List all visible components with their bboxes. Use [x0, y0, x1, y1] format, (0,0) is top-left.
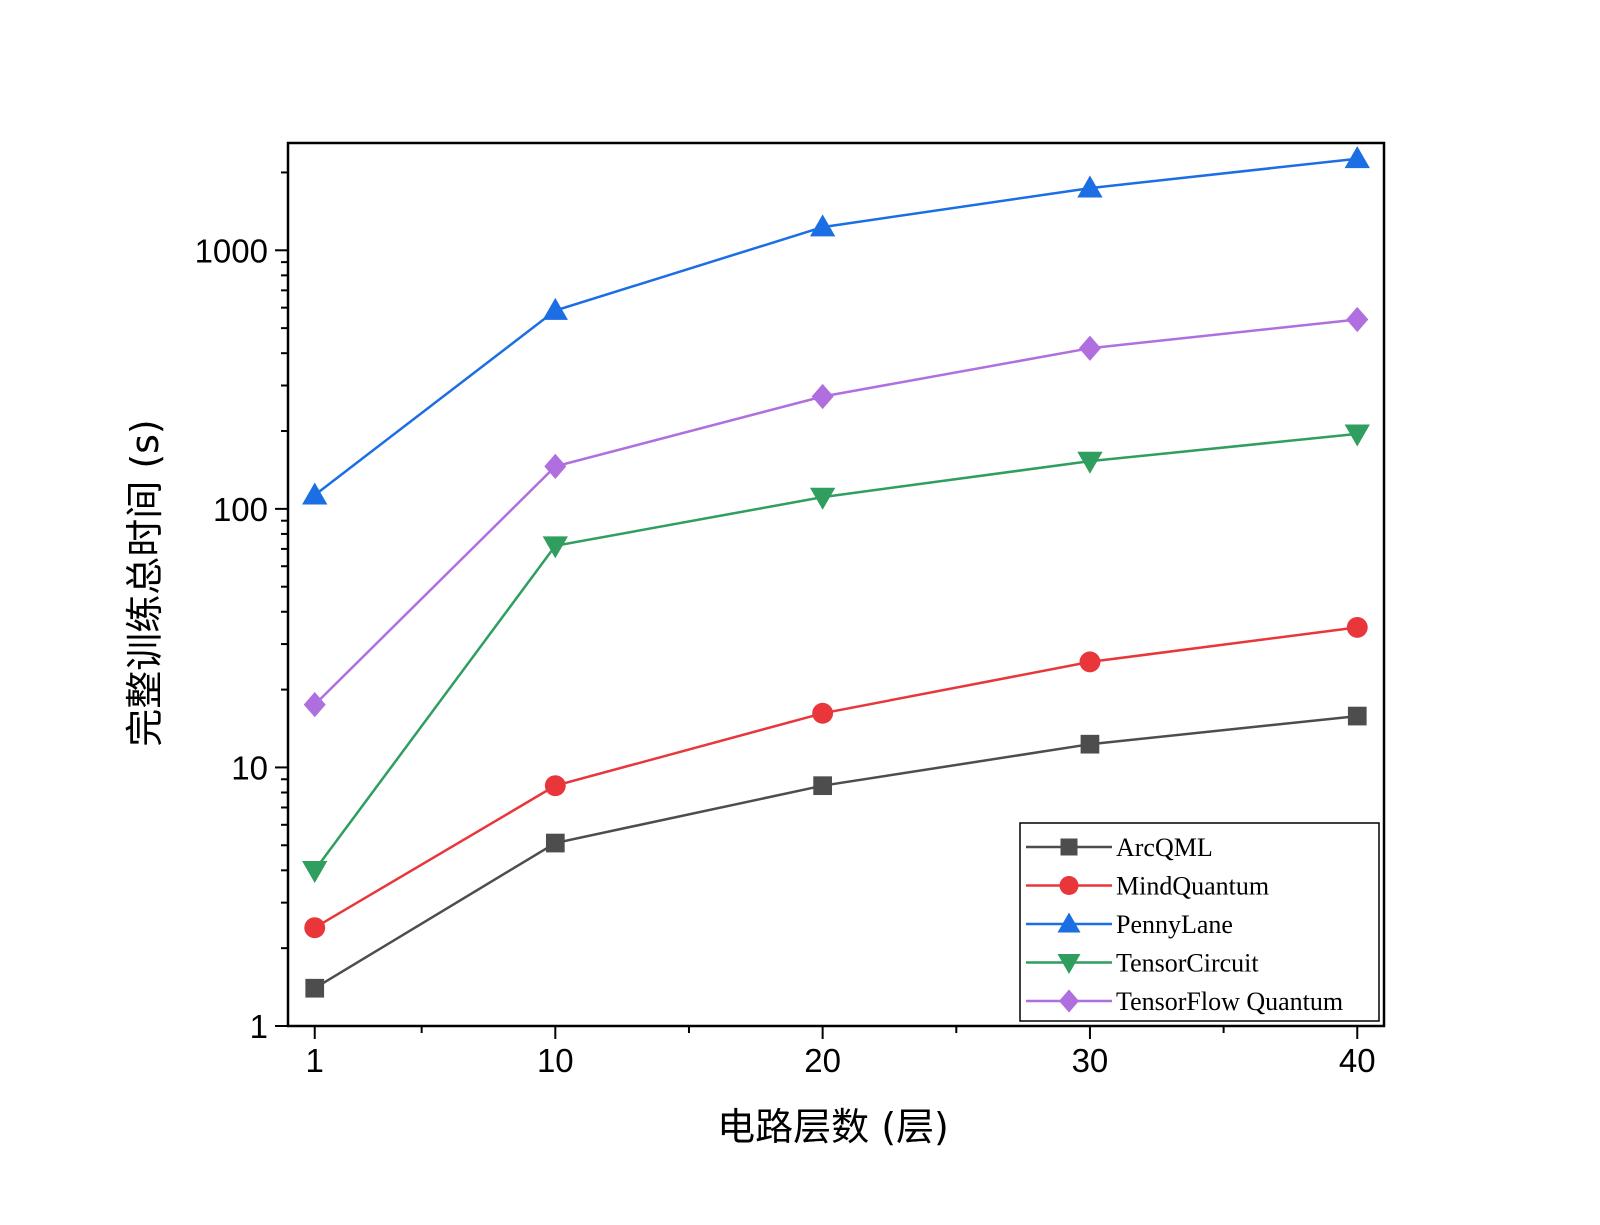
legend-label: MindQuantum — [1116, 872, 1269, 901]
data-point-mindquantum — [544, 775, 566, 797]
data-point-tensorflow-quantum — [303, 691, 326, 718]
data-point-tensorflow-quantum — [811, 383, 834, 410]
data-point-tensorcircuit — [809, 487, 836, 510]
data-point-mindquantum — [304, 917, 326, 939]
legend-label: TensorCircuit — [1116, 949, 1259, 978]
legend-marker — [1059, 989, 1079, 1013]
legend-item-tensorflow-quantum: TensorFlow Quantum — [1026, 987, 1343, 1016]
data-point-pennylane — [302, 482, 328, 505]
plot-frame — [286, 141, 1386, 1028]
y-axis: 1 10 100 1000 — [195, 171, 288, 1045]
data-point-tensorflow-quantum — [1078, 335, 1101, 361]
series-mindquantum — [304, 616, 1368, 939]
data-point-arcqml — [545, 833, 565, 853]
x-axis: 1 10 20 30 40 — [306, 1026, 1376, 1079]
legend-item-tensorcircuit: TensorCircuit — [1026, 949, 1259, 978]
legend-label: PennyLane — [1116, 910, 1233, 939]
legend-label: ArcQML — [1116, 833, 1213, 862]
legend-box — [1019, 822, 1380, 1022]
y-axis-label: 完整训练总时间 (s) — [123, 419, 167, 747]
data-point-arcqml — [1347, 706, 1367, 726]
legend-label: TensorFlow Quantum — [1116, 987, 1343, 1016]
data-point-arcqml — [1080, 734, 1100, 754]
series-line-pennylane — [313, 157, 1358, 497]
data-point-pennylane — [809, 214, 836, 237]
data-point-pennylane — [1344, 146, 1370, 169]
legend-marker — [1059, 876, 1079, 895]
data-point-tensorflow-quantum — [544, 453, 567, 480]
y-tick-label: 1 — [250, 1008, 268, 1045]
data-point-tensorcircuit — [1344, 424, 1370, 447]
legend: ArcQML MindQuantum PennyLane TensorCircuit T… — [1019, 822, 1380, 1022]
data-point-tensorcircuit — [302, 860, 328, 883]
data-point-pennylane — [542, 297, 568, 320]
legend-marker — [1060, 838, 1078, 856]
series-arcqml — [305, 706, 1367, 998]
data-point-mindquantum — [812, 702, 834, 724]
legend-marker — [1057, 912, 1081, 933]
legend-marker — [1057, 954, 1081, 974]
x-tick-label: 10 — [537, 1042, 574, 1079]
data-point-tensorflow-quantum — [1346, 306, 1369, 333]
y-tick-label: 1000 — [195, 232, 268, 269]
data-point-arcqml — [813, 776, 832, 796]
x-tick-label: 20 — [804, 1042, 841, 1079]
x-axis-label: 电路层数 (层) — [717, 1105, 949, 1149]
y-tick-label: 10 — [231, 749, 268, 786]
x-tick-label: 1 — [306, 1042, 324, 1079]
data-point-tensorcircuit — [542, 536, 568, 559]
data-point-tensorcircuit — [1077, 451, 1103, 474]
data-point-pennylane — [1077, 175, 1103, 198]
data-point-mindquantum — [1346, 616, 1368, 638]
legend-item-arcqml: ArcQML — [1026, 833, 1213, 862]
y-tick-label: 100 — [213, 491, 268, 528]
legend-item-pennylane: PennyLane — [1026, 910, 1233, 939]
series-tensorcircuit — [302, 424, 1370, 883]
x-tick-label: 40 — [1339, 1042, 1376, 1079]
series-line-tensorcircuit — [313, 432, 1358, 872]
series-tensorflow-quantum — [303, 306, 1369, 718]
plot-area — [286, 141, 1386, 1028]
data-point-mindquantum — [1079, 651, 1101, 673]
series-pennylane — [302, 146, 1370, 505]
legend-item-mindquantum: MindQuantum — [1026, 872, 1269, 901]
series-layer — [302, 146, 1370, 998]
data-point-arcqml — [305, 978, 325, 998]
x-tick-label: 30 — [1072, 1042, 1109, 1079]
